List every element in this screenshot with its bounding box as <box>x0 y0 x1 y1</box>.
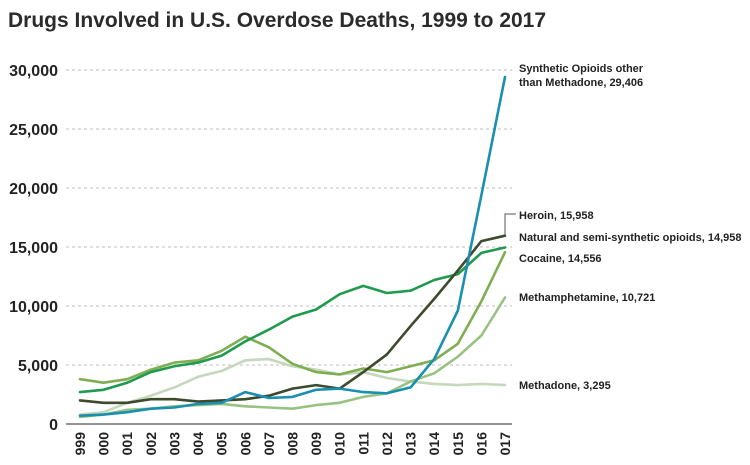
x-tick-label: 011 <box>355 432 371 455</box>
y-tick-label: 20,000 <box>9 181 58 198</box>
series-line-5 <box>78 357 507 416</box>
x-tick-label: 005 <box>214 432 230 456</box>
x-tick-label: 007 <box>261 432 277 456</box>
series-line-1 <box>78 234 507 405</box>
x-tick-label: 013 <box>403 432 419 456</box>
series-end-label: Heroin, 15,958 <box>519 210 594 222</box>
x-tick-label: 016 <box>473 432 489 456</box>
x-axis-tick-labels: 999 000 001 002 003 004 005 006 007 008 009 010 011 0… <box>72 432 513 456</box>
x-tick-label: 012 <box>379 432 395 456</box>
series-end-label: Methadone, 3,295 <box>519 380 611 392</box>
x-tick-label: 015 <box>450 432 466 456</box>
heroin-leader-line <box>504 213 516 236</box>
x-tick-label: 008 <box>285 432 301 456</box>
x-tick-label: 999 <box>72 432 88 456</box>
series-end-label: Methamphetamine, 10,721 <box>519 292 655 304</box>
series-line-2 <box>78 246 507 394</box>
chart-title: Drugs Involved in U.S. Overdose Deaths, … <box>8 9 546 32</box>
x-tick-label: 001 <box>119 432 135 456</box>
y-tick-label: 25,000 <box>9 122 58 139</box>
series-end-label: Synthetic Opioids other <box>519 63 644 75</box>
x-tick-label: 009 <box>308 432 324 456</box>
y-tick-label: 15,000 <box>9 240 58 257</box>
series-lines <box>78 75 507 419</box>
y-tick-label: 5,000 <box>18 358 58 375</box>
x-tick-label: 006 <box>237 432 253 456</box>
x-tick-label: 004 <box>190 432 206 456</box>
x-tick-label: 003 <box>166 432 182 456</box>
y-tick-label: 0 <box>49 417 58 434</box>
x-tick-label: 010 <box>332 432 348 456</box>
series-end-label: Cocaine, 14,556 <box>519 253 602 265</box>
series-end-label: Natural and semi-synthetic opioids, 14,9… <box>519 232 742 244</box>
series-end-label: than Methadone, 29,406 <box>519 77 643 89</box>
y-tick-label: 10,000 <box>9 299 58 316</box>
series-line-0 <box>78 75 507 417</box>
gridlines <box>66 69 512 366</box>
x-tick-label: 017 <box>497 432 513 456</box>
x-tick-label: 002 <box>143 432 159 456</box>
x-tick-label: 000 <box>96 432 112 456</box>
x-tick-label: 014 <box>426 432 442 456</box>
y-axis-tick-labels: 0 5,000 10,000 15,000 20,000 25,000 30,000 <box>9 63 58 434</box>
series-end-labels: Synthetic Opioids other than Methadone, 2… <box>504 63 742 392</box>
y-tick-label: 30,000 <box>9 63 58 80</box>
